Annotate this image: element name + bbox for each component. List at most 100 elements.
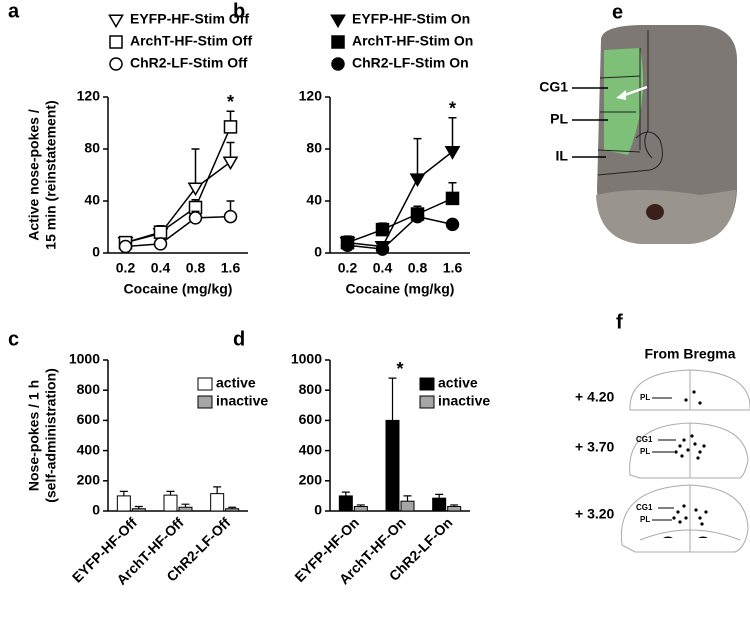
y-tick-label: 80 <box>84 140 100 156</box>
panel-title: From Bregma <box>644 346 735 362</box>
legend-marker <box>330 14 346 29</box>
y-tick-label: 800 <box>77 381 101 397</box>
point <box>188 211 203 225</box>
series-line <box>347 151 453 248</box>
x-tick-label: 0.4 <box>373 260 393 276</box>
y-tick-label: 120 <box>77 88 101 104</box>
y-tick-label: 200 <box>77 472 101 488</box>
x-tick-label: 0.2 <box>116 260 136 276</box>
region-label: PL <box>640 515 650 524</box>
x-tick-label: 0.8 <box>186 260 206 276</box>
legend-swatch <box>197 395 213 409</box>
legend-swatch <box>419 377 435 391</box>
point <box>118 239 133 254</box>
y-tick-label: 200 <box>299 472 323 488</box>
point <box>223 209 238 224</box>
point <box>445 217 460 232</box>
y-tick-label: 1000 <box>291 351 322 367</box>
annotation: * <box>227 92 234 112</box>
legend-label: inactive <box>216 393 268 409</box>
y-tick-label: 800 <box>299 381 323 397</box>
y-tick-label: 0 <box>92 502 100 518</box>
y-tick-label: 120 <box>299 88 323 104</box>
series-line <box>347 197 453 244</box>
y-tick-label: 80 <box>306 140 322 156</box>
legend-swatch <box>419 395 435 409</box>
panel-letter: c <box>8 328 19 350</box>
y-axis-label: 15 min (reinstatement) <box>43 100 59 249</box>
error-bar <box>388 377 397 421</box>
legend-label: ArchT-HF-Stim Off <box>130 33 252 49</box>
x-tick-label: 1.6 <box>443 260 463 276</box>
point <box>410 209 425 224</box>
legend-label: ChR2-LF-Stim On <box>352 55 469 71</box>
annotation: * <box>396 359 403 379</box>
legend-marker <box>331 35 345 49</box>
error-bar <box>191 148 200 188</box>
y-axis-label: Nose-pokes / 1 h <box>26 380 42 491</box>
region-label: PL <box>640 447 650 456</box>
x-tick-label: 0.8 <box>408 260 428 276</box>
error-bar <box>181 503 190 508</box>
legend-marker <box>109 57 123 71</box>
error-bar <box>119 490 128 496</box>
brain-slice <box>572 23 739 245</box>
panel-letter: d <box>233 328 245 350</box>
error-bar <box>435 493 444 499</box>
atlas-sections <box>620 369 750 553</box>
y-tick-label: 0 <box>314 502 322 518</box>
y-tick-label: 40 <box>84 192 100 208</box>
region-label: PL <box>640 393 650 402</box>
y-tick-label: 0 <box>314 244 322 260</box>
region-label: CG1 <box>636 503 653 512</box>
point <box>444 146 461 160</box>
point <box>153 237 168 251</box>
bar <box>178 506 193 512</box>
legend-label: active <box>438 375 478 391</box>
legend-label: ChR2-LF-Stim Off <box>130 55 248 71</box>
bar <box>163 494 178 512</box>
bar <box>225 508 240 512</box>
panel-letter: f <box>616 311 623 333</box>
error-bar <box>166 490 175 496</box>
error-bar <box>213 486 222 494</box>
point <box>223 120 238 134</box>
legend-label: active <box>216 375 256 391</box>
y-tick-label: 0 <box>92 244 100 260</box>
y-tick-label: 600 <box>77 411 101 427</box>
x-axis-label: Cocaine (mg/kg) <box>124 281 233 297</box>
region-label: PL <box>550 111 568 127</box>
point <box>187 182 204 197</box>
legend-label: EYFP-HF-Stim On <box>352 11 470 27</box>
error-bar <box>341 491 350 496</box>
section-level: + 3.70 <box>575 439 615 455</box>
x-tick-label: 1.6 <box>221 260 241 276</box>
error-bar <box>403 495 412 502</box>
y-tick-label: 40 <box>306 192 322 208</box>
series-line <box>125 126 232 244</box>
bar <box>400 500 415 512</box>
legend-marker <box>109 35 123 49</box>
panel-letter: b <box>233 0 245 22</box>
legend-label: EYFP-HF-Stim Off <box>130 11 249 27</box>
bar <box>210 493 225 512</box>
x-tick-label: 0.2 <box>338 260 358 276</box>
y-tick-label: 400 <box>77 441 101 457</box>
bar <box>131 508 146 512</box>
placement-dots <box>663 390 708 538</box>
error-bar <box>413 137 422 179</box>
error-bar <box>448 117 457 152</box>
series-line <box>125 215 231 248</box>
y-axis-label: (self-administration) <box>43 368 59 503</box>
y-axis-label: Active nose-pokes / <box>26 109 42 241</box>
region-pointers <box>652 397 676 521</box>
bar <box>353 505 368 512</box>
panel-letter: e <box>612 1 623 23</box>
point <box>222 156 239 171</box>
legend-marker <box>331 57 345 71</box>
y-tick-label: 600 <box>299 411 323 427</box>
bar <box>432 497 447 512</box>
bar <box>338 495 353 512</box>
series-line <box>347 215 453 250</box>
